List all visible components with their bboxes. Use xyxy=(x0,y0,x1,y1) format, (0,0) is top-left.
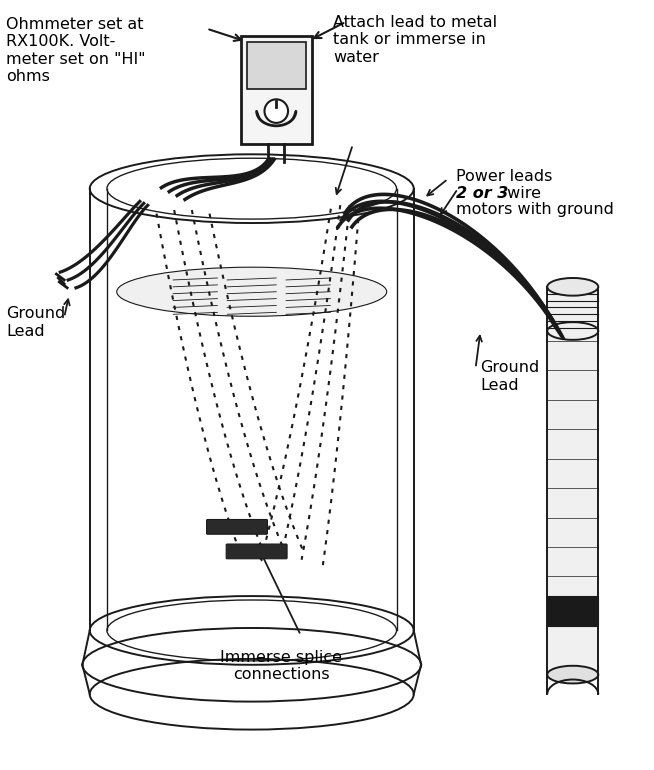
Bar xyxy=(247,42,305,89)
Bar xyxy=(241,36,311,145)
Ellipse shape xyxy=(91,156,413,222)
Bar xyxy=(547,596,598,625)
Text: Attach lead to metal
tank or immerse in
water: Attach lead to metal tank or immerse in … xyxy=(334,15,497,65)
Bar xyxy=(91,189,413,631)
Text: Power leads: Power leads xyxy=(456,169,553,184)
Text: motors with ground: motors with ground xyxy=(456,203,614,217)
Text: wire: wire xyxy=(502,186,541,201)
Text: Ground
Lead: Ground Lead xyxy=(481,360,540,393)
FancyBboxPatch shape xyxy=(207,520,267,534)
Ellipse shape xyxy=(117,267,387,316)
Circle shape xyxy=(264,99,288,123)
Text: Immerse splice
connections: Immerse splice connections xyxy=(220,650,342,682)
Text: Ground
Lead: Ground Lead xyxy=(7,306,65,339)
Text: 2 or 3: 2 or 3 xyxy=(456,186,508,201)
Ellipse shape xyxy=(547,666,598,684)
Bar xyxy=(547,287,598,675)
Text: Ohmmeter set at
RX100K. Volt-
meter set on "HI"
ohms: Ohmmeter set at RX100K. Volt- meter set … xyxy=(7,17,146,84)
FancyBboxPatch shape xyxy=(226,544,287,559)
Ellipse shape xyxy=(547,278,598,296)
